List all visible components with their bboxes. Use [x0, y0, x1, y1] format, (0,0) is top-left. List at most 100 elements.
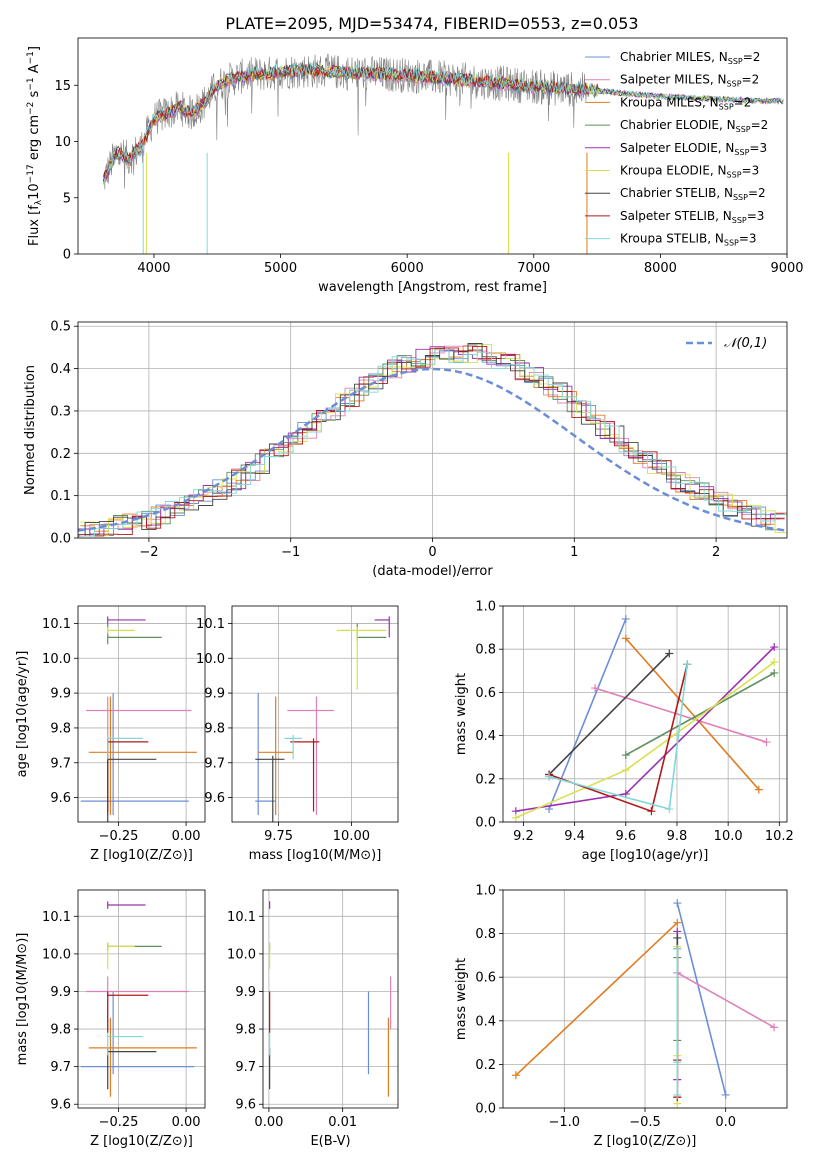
x-tick-label: 10.2 [765, 829, 794, 844]
legend-label: Salpeter STELIB, NSSP=3 [620, 209, 764, 225]
x-tick-label: 5000 [264, 261, 297, 276]
x-axis-label: Z [log10(Z/Z⊙)] [90, 848, 193, 863]
weight-marker [683, 660, 692, 669]
weight-marker [665, 649, 674, 658]
axes-frame [77, 37, 788, 255]
x-tick-label: 9000 [770, 261, 803, 276]
weight-marker [770, 643, 779, 652]
weight-line-0 [676, 902, 727, 1096]
legend-label: Chabrier MILES, NSSP=2 [620, 50, 760, 66]
weight-marker [673, 933, 682, 942]
errorbar-point [107, 734, 143, 760]
errorbar-point [88, 696, 197, 816]
axes-frame [231, 605, 399, 823]
y-tick-label: 0.5 [50, 320, 71, 335]
y-tick-label: 0.2 [475, 772, 496, 787]
legend-label: Kroupa STELIB, NSSP=3 [620, 232, 757, 248]
x-tick-label: 9.6 [615, 829, 636, 844]
axes-age-vs-Z: −0.25 0.00 9.6 9.7 9.8 9.9 10.0 10.1 Z [log10(Z/… [15, 605, 206, 863]
weight-line-3 [625, 672, 775, 756]
x-tick-label: 0.01 [328, 1115, 357, 1130]
observed-spectrum [103, 53, 588, 190]
plot-area-mass-vs-Z [80, 901, 197, 1097]
y-axis-label: age [log10(age/yr)] [15, 651, 30, 778]
errorbar-point [107, 991, 149, 1033]
x-tick-label: 0.00 [172, 829, 201, 844]
weight-marker [673, 1090, 682, 1099]
plot-area-weight-vs-age [511, 614, 779, 822]
plot-layer: 4000 5000 6000 7000 8000 9000051015wavelength… [15, 37, 804, 1149]
weight-marker [762, 738, 771, 747]
y-tick-label: 0.4 [50, 362, 71, 377]
x-axis-label: age [log10(age/yr)] [582, 848, 709, 863]
weight-marker [721, 1090, 730, 1099]
y-tick-label: 0.3 [50, 404, 71, 419]
y-tick-label: 9.8 [50, 721, 71, 736]
x-tick-label: 9.75 [264, 829, 293, 844]
weight-marker [545, 772, 554, 781]
y-tick-label: 9.9 [50, 687, 71, 702]
errorbar-point [107, 1047, 157, 1090]
axes-age-vs-mass: 9.75 10.00 9.6 9.7 9.8 9.9 10.0 10.1 mass [log10… [196, 605, 399, 863]
y-tick-label: 9.7 [50, 1060, 71, 1075]
y-tick-label: 0.0 [50, 532, 71, 547]
y-tick-label: 0.8 [475, 927, 496, 942]
x-axis-label: wavelength [Angstrom, rest frame] [318, 280, 547, 295]
x-tick-label: 0.00 [172, 1115, 201, 1130]
weight-marker [621, 766, 630, 775]
x-tick-label: 4000 [137, 261, 170, 276]
x-tick-label: 8000 [644, 261, 677, 276]
axes-weight-vs-age: 9.2 9.4 9.6 9.8 10.0 10.2 0.0 0.2 0.4 0.6 0.8 1.0 ag… [454, 600, 794, 864]
weight-marker [673, 918, 682, 927]
weight-line-4 [515, 646, 775, 812]
y-tick-label: 9.9 [235, 985, 256, 1000]
y-tick-label: 9.9 [204, 687, 225, 702]
weight-line-8 [548, 664, 688, 811]
weight-marker [673, 944, 682, 953]
weight-marker [673, 899, 682, 908]
errorbar-point [107, 942, 135, 969]
plot-area-age-vs-Z [80, 616, 197, 822]
y-tick-label: 10.0 [42, 652, 71, 667]
axes-mass-vs-ebv: 0.00 0.01 9.6 9.7 9.8 9.9 10.0 10.1 E(B-V) [227, 889, 399, 1149]
errorbar-point [258, 696, 294, 816]
axes-frame [77, 321, 788, 539]
x-tick-label: −0.5 [629, 1115, 661, 1130]
x-tick-label: −0.25 [99, 1115, 139, 1130]
y-tick-label: 9.7 [204, 756, 225, 771]
x-axis-label: Z [log10(Z/Z⊙)] [90, 1134, 193, 1149]
x-tick-label: 6000 [391, 261, 424, 276]
y-axis-label: mass [log10(M/M⊙)] [15, 933, 30, 1066]
y-tick-label: 5 [63, 191, 71, 206]
weight-marker [511, 1071, 520, 1080]
plot-area-weight-vs-Z [511, 899, 779, 1108]
model-kroupa-stelib [102, 62, 784, 183]
x-tick-label: 9.8 [667, 829, 688, 844]
x-tick-label: −2 [139, 545, 158, 560]
errorbar-point [255, 755, 285, 822]
x-tick-label: −1 [281, 545, 300, 560]
y-tick-label: 10.1 [227, 910, 256, 925]
y-tick-label: 0.1 [50, 489, 71, 504]
weight-marker [647, 807, 656, 816]
x-tick-label: 0 [428, 545, 436, 560]
y-tick-label: 9.8 [204, 721, 225, 736]
y-tick-label: 15 [54, 79, 71, 94]
legend-label: Chabrier ELODIE, NSSP=2 [620, 118, 768, 134]
weight-marker [511, 813, 520, 822]
normal-reference-curve [78, 367, 785, 532]
y-tick-label: 9.8 [235, 1023, 256, 1038]
y-tick-label: 0.4 [475, 1014, 496, 1029]
y-tick-label: 0 [63, 248, 71, 263]
y-tick-label: 10.0 [196, 652, 225, 667]
x-axis-label: Z [log10(Z/Z⊙)] [594, 1134, 697, 1149]
y-tick-label: 0.0 [475, 816, 496, 831]
y-tick-label: 0.2 [475, 1058, 496, 1073]
y-tick-label: 9.6 [204, 791, 225, 806]
axes-residuals: −2 −1 0 1 2 0.0 0.1 0.2 0.3 0.4 0.5 (data-model)/er… [23, 320, 788, 579]
x-tick-label: 2 [712, 545, 720, 560]
weight-line-1 [676, 972, 775, 1028]
y-tick-label: 0.4 [475, 729, 496, 744]
legend-label: Salpeter MILES, NSSP=2 [620, 73, 759, 89]
x-tick-label: 1 [570, 545, 578, 560]
